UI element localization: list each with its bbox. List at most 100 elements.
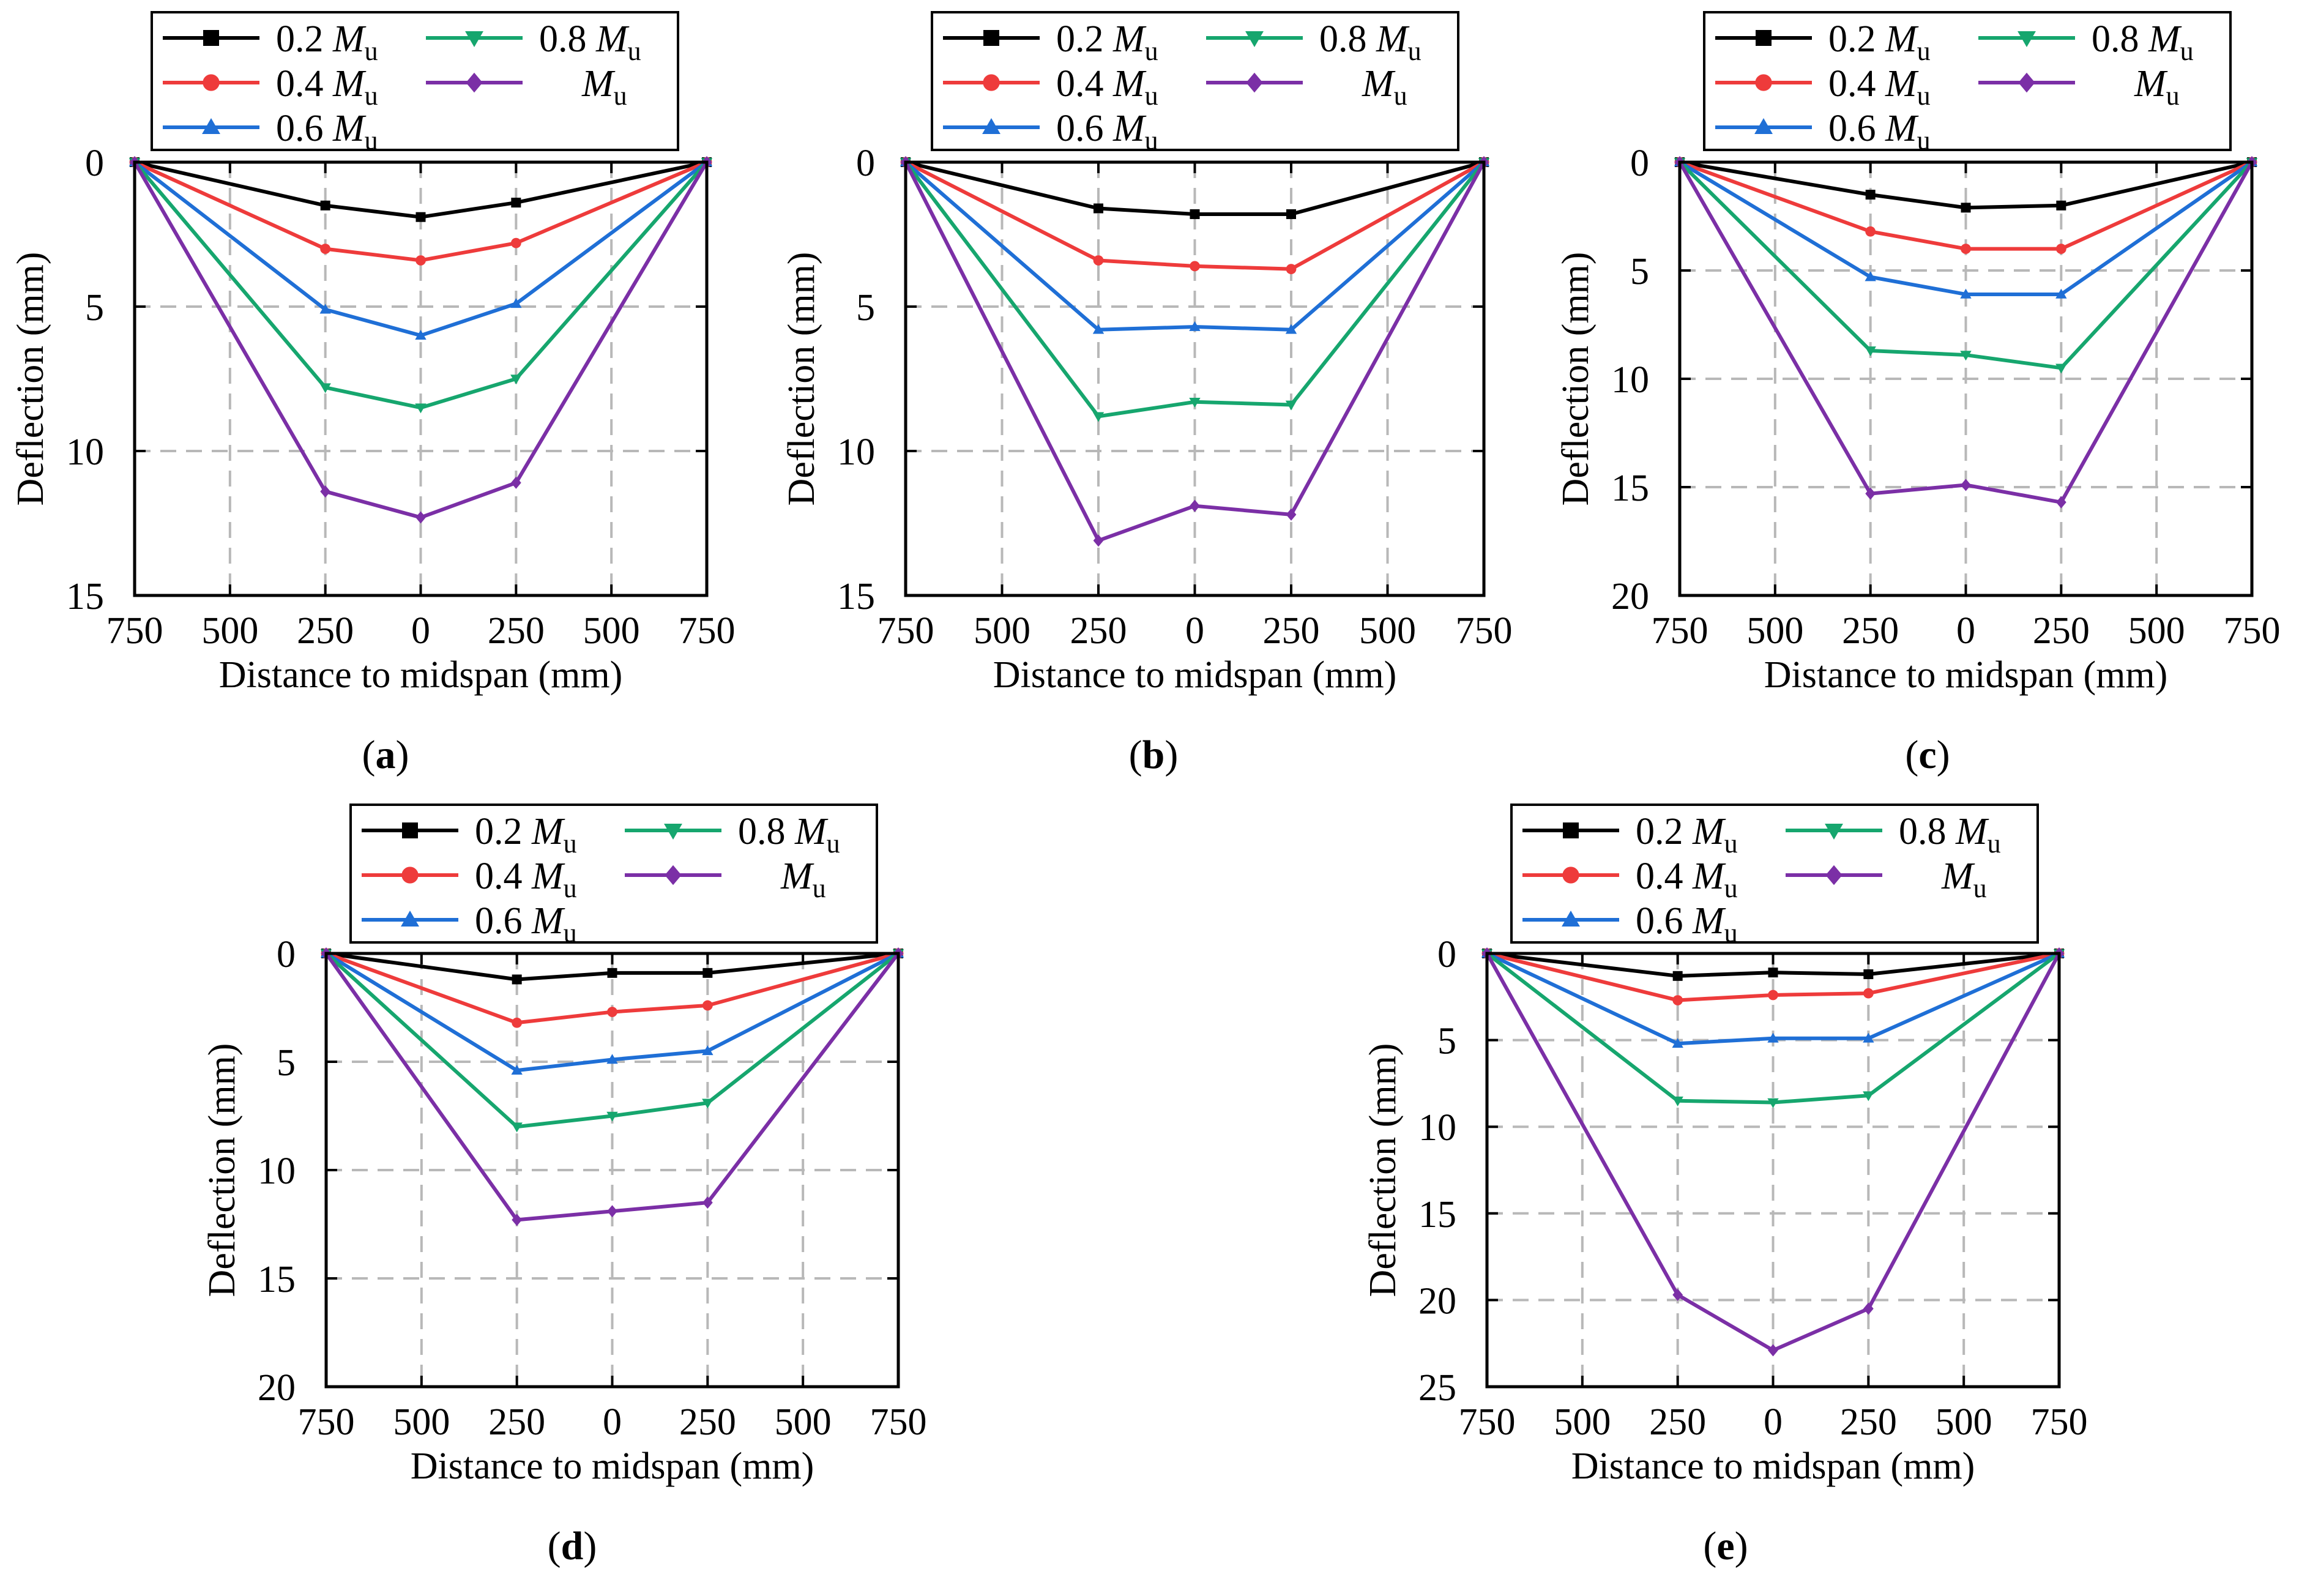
- y-tick-label: 20: [258, 1367, 296, 1409]
- legend-marker: [465, 31, 483, 47]
- legend-label: 0.8 Mu: [1899, 811, 2001, 859]
- y-tick-label: 0: [1437, 934, 1456, 975]
- data-point: [1189, 321, 1201, 331]
- panel-caption: (a): [362, 733, 409, 777]
- data-point: [320, 485, 331, 498]
- data-point: [702, 1098, 714, 1109]
- panel-caption: (d): [548, 1524, 597, 1568]
- data-point: [606, 1111, 618, 1122]
- y-tick-label: 0: [1630, 143, 1649, 184]
- x-tick-label: 0: [603, 1401, 622, 1443]
- legend-marker: [983, 74, 1000, 91]
- data-point: [415, 403, 427, 414]
- y-axis-label: Deflection (mm): [10, 252, 51, 506]
- data-point: [1286, 264, 1297, 275]
- y-tick-label: 10: [1418, 1107, 1456, 1149]
- legend-marker: [401, 911, 419, 927]
- legend-label: 0.4 Mu: [1056, 63, 1158, 111]
- legend-label: 0.6 Mu: [1636, 900, 1738, 948]
- x-tick-label: 500: [974, 610, 1030, 652]
- data-point: [510, 476, 521, 489]
- legend-label: 0.8 Mu: [1319, 18, 1422, 66]
- x-tick-label: 750: [1459, 1401, 1516, 1443]
- x-axis-label: Distance to midspan (mm): [219, 654, 622, 696]
- data-point: [1092, 412, 1105, 422]
- legend-label: 0.6 Mu: [276, 108, 378, 155]
- legend-marker: [202, 118, 220, 135]
- data-point: [2055, 496, 2066, 509]
- legend-label: 0.2 Mu: [1828, 18, 1931, 66]
- data-point: [511, 1122, 523, 1133]
- y-axis-label: Deflection (mm): [1362, 1043, 1404, 1297]
- legend-label: 0.6 Mu: [475, 900, 577, 948]
- legend-label: 0.8 Mu: [539, 18, 641, 66]
- y-axis-label: Deflection (mm): [1555, 252, 1597, 506]
- y-tick-label: 0: [856, 143, 875, 184]
- legend-label: 0.8 Mu: [2092, 18, 2194, 66]
- x-tick-label: 500: [1359, 610, 1416, 652]
- data-point: [1960, 288, 1972, 299]
- x-tick-label: 0: [1956, 610, 1975, 652]
- data-point: [1863, 1032, 1874, 1043]
- legend-label: 0.6 Mu: [1056, 108, 1158, 155]
- x-tick-label: 500: [1936, 1401, 1992, 1443]
- data-point: [319, 304, 331, 314]
- x-tick-label: 250: [488, 1401, 545, 1443]
- chart-d: 750 500 250 0 250 500 750 0 5 10 15 20 Distance to m…: [201, 804, 927, 1568]
- x-tick-label: 500: [393, 1401, 450, 1443]
- data-point: [319, 383, 331, 393]
- x-tick-label: 500: [201, 610, 258, 652]
- data-point: [1092, 324, 1105, 334]
- x-tick-label: 250: [1070, 610, 1127, 652]
- data-point: [1285, 324, 1297, 334]
- data-point: [1190, 261, 1200, 272]
- y-tick-label: 5: [277, 1042, 296, 1084]
- x-tick-label: 500: [2128, 610, 2185, 652]
- data-point: [702, 1000, 713, 1011]
- data-point: [512, 974, 522, 985]
- x-tick-label: 500: [1746, 610, 1803, 652]
- legend-label: 0.8 Mu: [738, 811, 840, 859]
- legend-marker: [402, 822, 418, 838]
- data-point: [1865, 271, 1876, 282]
- data-point: [1285, 400, 1297, 411]
- data-point: [1863, 1091, 1874, 1102]
- x-tick-label: 0: [411, 610, 430, 652]
- data-point: [606, 1054, 618, 1064]
- data-point: [1961, 203, 1971, 213]
- y-tick-label: 15: [1611, 468, 1649, 509]
- x-tick-label: 750: [877, 610, 934, 652]
- legend-marker: [203, 30, 219, 46]
- legend-marker: [983, 30, 999, 46]
- data-point: [510, 298, 522, 308]
- data-point: [1865, 487, 1876, 500]
- x-tick-label: 0: [1764, 1401, 1783, 1443]
- panel-caption: (c): [1905, 733, 1950, 777]
- legend-label: 0.2 Mu: [276, 18, 378, 66]
- data-point: [1768, 990, 1778, 1001]
- legend-marker: [1755, 74, 1772, 91]
- data-point: [1767, 1098, 1779, 1108]
- chart-a: 750 500 250 0 250 500 750 0 5 10 15 Distance to mid…: [10, 11, 736, 777]
- x-tick-label: 750: [2031, 1401, 2088, 1443]
- legend-label: 0.4 Mu: [1828, 63, 1931, 111]
- data-point: [607, 1007, 617, 1017]
- data-point: [320, 244, 331, 254]
- x-tick-label: 250: [1840, 1401, 1897, 1443]
- data-point: [415, 255, 426, 266]
- y-tick-label: 5: [85, 287, 104, 329]
- legend-marker: [2018, 72, 2035, 93]
- x-axis-label: Distance to midspan (mm): [411, 1445, 814, 1487]
- legend-marker: [1825, 865, 1843, 886]
- data-point: [1190, 209, 1200, 219]
- data-point: [415, 330, 427, 340]
- x-axis-label: Distance to midspan (mm): [993, 654, 1396, 696]
- y-tick-label: 20: [1418, 1280, 1456, 1322]
- legend-marker: [1756, 30, 1772, 46]
- data-point: [607, 968, 617, 978]
